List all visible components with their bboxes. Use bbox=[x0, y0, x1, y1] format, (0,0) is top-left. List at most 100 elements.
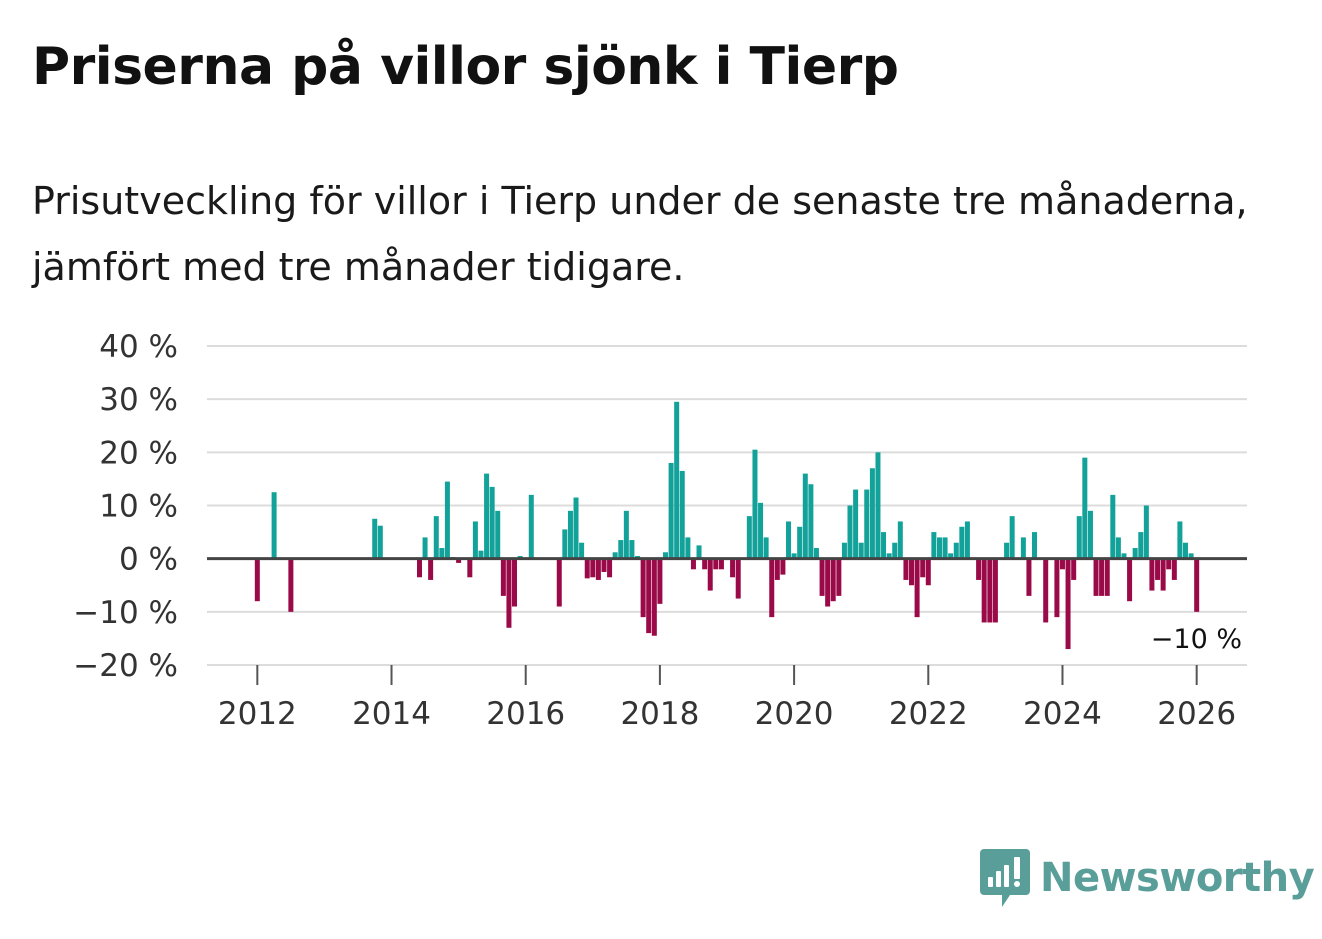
bar-negative bbox=[1127, 558, 1133, 602]
bar-negative bbox=[769, 558, 775, 618]
bar-positive bbox=[1032, 532, 1037, 559]
bar-positive bbox=[1087, 510, 1093, 559]
bar-negative bbox=[819, 558, 825, 596]
bar-positive bbox=[1182, 542, 1188, 559]
bar-negative bbox=[651, 558, 657, 636]
bar-negative bbox=[417, 558, 422, 578]
bar-negative bbox=[456, 558, 462, 563]
bar-negative bbox=[1059, 558, 1065, 570]
bar-positive bbox=[1076, 516, 1082, 559]
bar-positive bbox=[791, 553, 797, 559]
bar-positive bbox=[875, 452, 881, 559]
bar-negative bbox=[909, 558, 915, 586]
bar-negative bbox=[254, 558, 260, 602]
bar-positive bbox=[869, 468, 875, 559]
bar-positive bbox=[752, 449, 758, 559]
bar-positive bbox=[668, 462, 674, 559]
bar-negative bbox=[1104, 558, 1110, 596]
bar-negative bbox=[1054, 558, 1060, 618]
bar-positive bbox=[478, 550, 484, 559]
bar-positive bbox=[813, 548, 819, 559]
bar-negative bbox=[830, 558, 836, 602]
bar-positive bbox=[808, 484, 814, 559]
bar-positive bbox=[674, 401, 680, 559]
bar-negative bbox=[981, 558, 987, 623]
bar-negative bbox=[1099, 558, 1105, 596]
bar-positive bbox=[886, 553, 892, 559]
bar-negative bbox=[780, 558, 786, 575]
bar-negative bbox=[707, 558, 713, 591]
bar-positive bbox=[864, 489, 870, 559]
bar-negative bbox=[690, 558, 696, 570]
chart-subtitle: Prisutveckling för villor i Tierp under … bbox=[32, 179, 1248, 289]
bar-negative bbox=[428, 558, 434, 580]
bar-negative bbox=[903, 558, 909, 580]
bar-negative bbox=[646, 558, 652, 634]
bar-positive bbox=[847, 505, 853, 559]
bar-negative bbox=[584, 558, 590, 579]
bar-positive bbox=[758, 502, 764, 559]
x-tick-label: 2024 bbox=[1023, 696, 1102, 732]
bar-negative bbox=[718, 558, 724, 570]
bar-positive bbox=[472, 521, 478, 559]
bar-positive bbox=[953, 542, 959, 559]
bar-positive bbox=[562, 529, 568, 559]
bar-negative bbox=[640, 558, 646, 618]
bar-negative bbox=[1043, 558, 1049, 623]
x-tick-label: 2020 bbox=[755, 696, 834, 732]
bar-positive bbox=[1188, 553, 1194, 559]
bar-negative bbox=[702, 558, 708, 570]
bar-positive bbox=[1138, 532, 1144, 559]
bar-positive bbox=[271, 492, 277, 559]
bar-positive bbox=[1177, 521, 1183, 559]
bar-positive bbox=[528, 494, 534, 559]
bar-positive bbox=[1082, 457, 1088, 559]
bar-positive bbox=[567, 510, 573, 559]
bar-negative bbox=[1065, 558, 1071, 650]
bar-positive bbox=[618, 540, 624, 559]
bar-positive bbox=[377, 525, 383, 559]
bar-positive bbox=[1115, 537, 1121, 559]
y-tick-label: 10 % bbox=[99, 489, 178, 525]
bar-positive bbox=[1009, 516, 1015, 559]
bar-positive bbox=[942, 537, 948, 559]
bar-positive bbox=[433, 516, 439, 559]
bar-negative bbox=[506, 558, 512, 628]
bar-positive bbox=[623, 510, 629, 559]
bar-positive bbox=[484, 473, 490, 559]
bar-positive bbox=[892, 542, 898, 559]
bar-positive bbox=[679, 470, 685, 559]
bar-negative bbox=[556, 558, 562, 607]
grid-lines bbox=[207, 345, 1247, 666]
bar-positive bbox=[858, 542, 864, 559]
bar-negative bbox=[1149, 558, 1155, 591]
bar-positive bbox=[948, 553, 954, 559]
bar-positive bbox=[897, 521, 903, 559]
bar-positive bbox=[439, 548, 445, 559]
bar-positive bbox=[786, 521, 792, 559]
x-tick-label: 2012 bbox=[218, 696, 297, 732]
bar-negative bbox=[925, 558, 931, 586]
bar-negative bbox=[1155, 558, 1161, 580]
x-axis: 2012 2014 2016 2018 2020 2022 2024 2026 bbox=[218, 665, 1236, 732]
newsworthy-logo[interactable]: Newsworthy bbox=[980, 849, 1315, 907]
bar-positive bbox=[573, 497, 579, 559]
bar-negative bbox=[500, 558, 506, 596]
bar-positive bbox=[629, 540, 635, 559]
bar-positive bbox=[937, 537, 942, 559]
bar-positive bbox=[964, 521, 970, 559]
chart-title: Priserna på villor sjönk i Tierp bbox=[32, 37, 899, 97]
x-tick-label: 2016 bbox=[486, 696, 565, 732]
bar-positive bbox=[1132, 548, 1138, 559]
bar-negative bbox=[1160, 558, 1166, 591]
bar-negative bbox=[1166, 558, 1172, 570]
bar-negative bbox=[987, 558, 993, 623]
bar-positive bbox=[1110, 494, 1116, 559]
bar-negative bbox=[914, 558, 920, 618]
newsworthy-logo-icon bbox=[980, 849, 1030, 907]
bar-negative bbox=[467, 558, 473, 578]
bar-positive bbox=[489, 486, 495, 559]
bar-negative bbox=[1071, 558, 1077, 580]
bar-positive bbox=[763, 537, 769, 559]
bar-negative bbox=[1194, 558, 1200, 612]
